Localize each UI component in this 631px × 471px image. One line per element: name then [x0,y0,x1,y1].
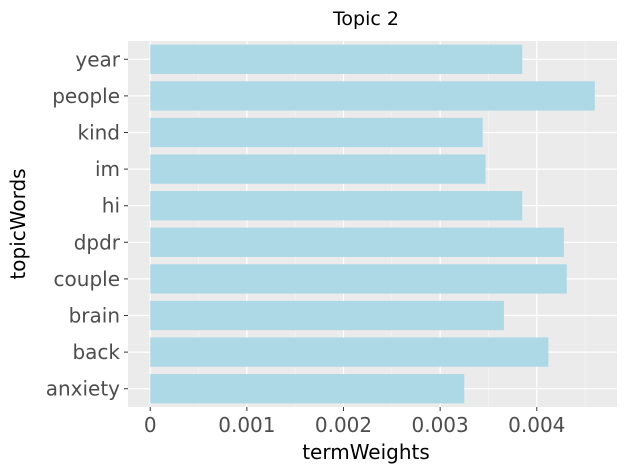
bar-dpdr [150,227,564,257]
y-tick-label: brain [69,304,120,328]
y-tick-label: dpdr [74,230,121,254]
y-tick-label: anxiety [46,377,120,401]
bars [150,44,595,404]
x-tick-label: 0 [144,413,157,437]
y-tick-label: back [72,340,120,364]
bar-people [150,81,595,111]
bar-im [150,154,486,184]
bar-hi [150,191,523,221]
bar-kind [150,117,483,148]
bar-couple [150,264,567,294]
x-tick-label: 0.004 [508,413,565,437]
x-tick-label: 0.002 [315,413,372,437]
y-tick-label: couple [54,267,120,291]
y-axis-title: topicWords [6,168,30,279]
bar-back [150,337,549,367]
x-axis: 0 0.001 0.002 0.003 0.004 [144,407,565,437]
y-tick-label: people [52,84,120,108]
bar-anxiety [150,374,465,404]
y-tick-label: hi [102,194,120,218]
x-axis-title: termWeights [302,440,430,464]
y-axis: year people kind im hi dpdr couple brain back anx… [46,47,128,401]
y-tick-label: year [75,47,120,71]
bar-year [150,44,523,74]
x-tick-label: 0.003 [412,413,469,437]
y-tick-label: kind [77,121,120,145]
x-tick-label: 0.001 [218,413,275,437]
y-tick-label: im [95,157,120,181]
bar-brain [150,300,504,331]
chart-title: Topic 2 [332,8,399,30]
